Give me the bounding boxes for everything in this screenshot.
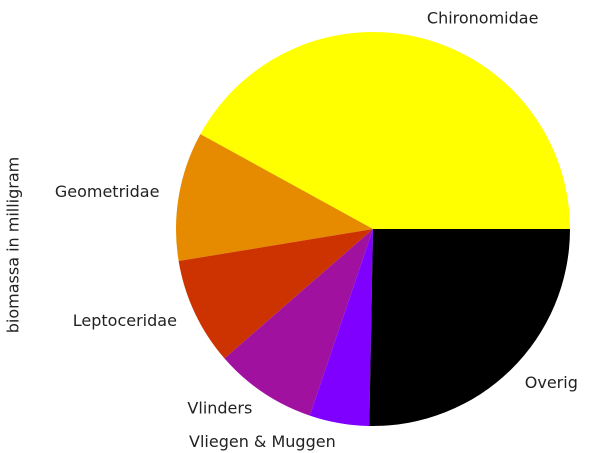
pie-slice: [309, 229, 373, 426]
pie-slice: [200, 32, 570, 229]
y-axis-label: biomassa in milligram: [4, 157, 23, 334]
pie-slice: [178, 229, 373, 359]
slice-label: Chironomidae: [427, 9, 539, 28]
pie-slice: [224, 229, 373, 416]
slice-label: Vliegen & Muggen: [189, 432, 336, 451]
slice-label: Geometridae: [55, 182, 160, 201]
slice-label: Leptoceridae: [73, 311, 177, 330]
pie-slice: [369, 229, 570, 426]
slice-label: Overig: [525, 373, 578, 392]
pie-slice: [175, 134, 373, 262]
slice-label: Vlinders: [187, 398, 252, 417]
